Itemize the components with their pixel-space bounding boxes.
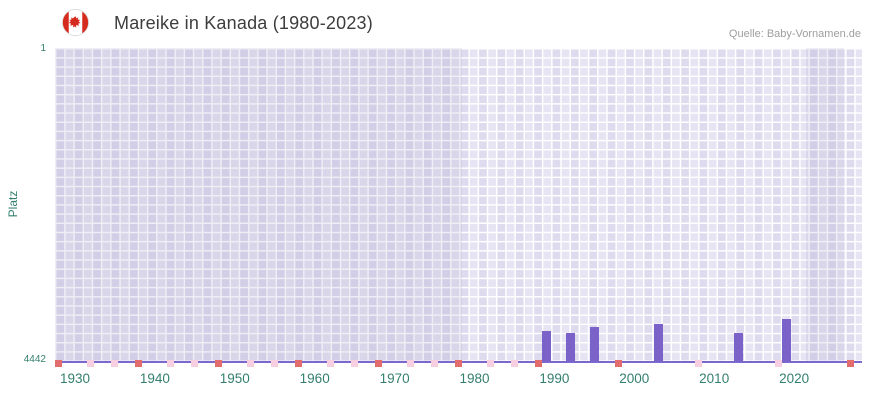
baseline-mark[interactable]	[135, 360, 143, 367]
x-tick-label: 2010	[699, 371, 730, 386]
baseline-mark[interactable]	[167, 360, 175, 367]
plot-area	[55, 48, 862, 367]
baseline-mark[interactable]	[846, 360, 854, 367]
x-tick-label: 1970	[379, 371, 410, 386]
shaded-region	[806, 48, 845, 361]
chart-bar[interactable]	[565, 333, 575, 361]
baseline-mark[interactable]	[87, 360, 95, 367]
chart-bar[interactable]	[733, 333, 743, 361]
baseline-mark[interactable]	[271, 360, 279, 367]
baseline-mark[interactable]	[694, 360, 702, 367]
canada-flag-icon	[62, 9, 89, 36]
x-tick-label: 1960	[299, 371, 330, 386]
baseline-mark[interactable]	[614, 360, 622, 367]
source-attribution: Quelle: Baby-Vornamen.de	[728, 28, 861, 40]
baseline-mark[interactable]	[55, 360, 63, 367]
x-tick-label: 2000	[619, 371, 650, 386]
baseline-mark[interactable]	[774, 360, 782, 367]
y-tick-top: 1	[40, 43, 46, 54]
baseline-mark[interactable]	[375, 360, 383, 367]
baseline-mark[interactable]	[111, 360, 119, 367]
baseline-mark[interactable]	[247, 360, 255, 367]
x-tick-label: 1990	[539, 371, 570, 386]
shaded-region	[55, 48, 463, 361]
chart-bar[interactable]	[653, 323, 663, 361]
baseline-mark[interactable]	[327, 360, 335, 367]
x-tick-label: 1980	[459, 371, 490, 386]
y-tick-bottom: 4442	[23, 354, 46, 365]
baseline-mark[interactable]	[295, 360, 303, 367]
baseline-mark[interactable]	[407, 360, 415, 367]
y-axis-label: Platz	[6, 190, 20, 218]
x-axis: 1930 1940 1950 1960 1970 1980 1990 2000 2010 2020	[55, 369, 862, 391]
baseline-mark[interactable]	[455, 360, 462, 367]
baseline-mark[interactable]	[534, 360, 542, 367]
baseline-mark[interactable]	[510, 360, 518, 367]
chart-bar[interactable]	[589, 327, 599, 361]
baseline-mark[interactable]	[431, 360, 439, 367]
x-tick-label: 1930	[59, 371, 91, 386]
baseline-mark[interactable]	[351, 360, 359, 367]
x-tick-label: 2020	[779, 371, 810, 386]
chart-bar[interactable]	[781, 318, 791, 361]
baseline-mark[interactable]	[191, 360, 199, 367]
x-tick-label: 1950	[219, 371, 250, 386]
baseline-mark[interactable]	[215, 360, 223, 367]
chart-title: Mareike in Kanada (1980-2023)	[114, 13, 373, 33]
x-tick-label: 1940	[139, 371, 170, 386]
baseline-mark[interactable]	[486, 360, 494, 367]
chart-bar[interactable]	[541, 330, 551, 361]
